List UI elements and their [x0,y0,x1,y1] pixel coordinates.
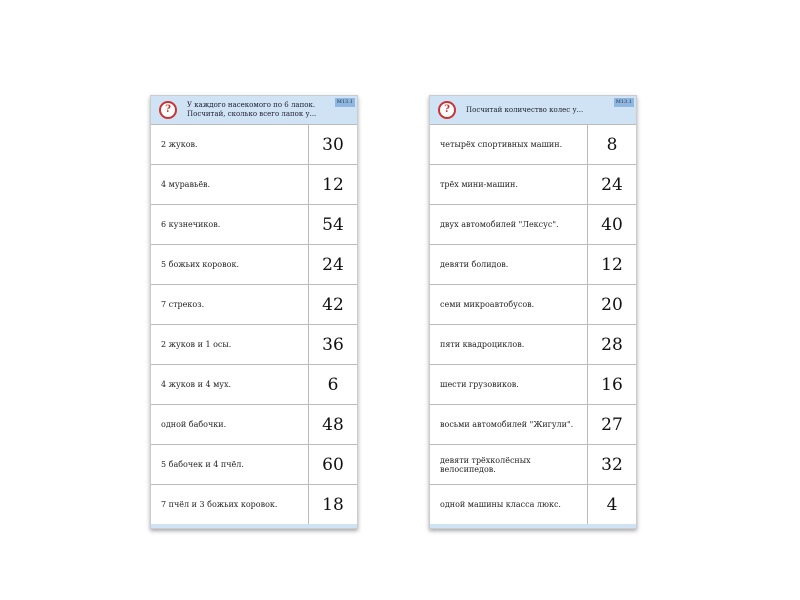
table-row: 6 кузнечиков. 54 [151,204,357,244]
card-header: ? У каждого насекомого по 6 лапок. Посчит… [151,96,357,124]
row-text: трёх мини-машин. [430,165,588,204]
row-text: 5 бабочек и 4 пчёл. [151,445,309,484]
badge: М13.1 [334,98,355,107]
row-text: шести грузовиков. [430,365,588,404]
row-number: 42 [322,294,344,315]
row-text: четырёх спортивных машин. [430,125,588,164]
row-text: 5 божьих коровок. [151,245,309,284]
row-number: 36 [322,334,344,355]
row-text: 4 жуков и 4 мух. [151,365,309,404]
row-number: 30 [322,134,344,155]
row-text: одной машины класса люкс. [430,485,588,524]
row-number: 32 [601,454,623,475]
table-row: семи микроавтобусов. 20 [430,284,636,324]
row-number: 18 [322,494,344,515]
table-row: 5 бабочек и 4 пчёл. 60 [151,444,357,484]
table-row: одной бабочки. 48 [151,404,357,444]
row-number: 48 [322,414,344,435]
row-text: 6 кузнечиков. [151,205,309,244]
header-text: Посчитай количество колес у... [466,105,584,114]
table-row: 4 жуков и 4 мух. 6 [151,364,357,404]
question-icon: ? [438,101,456,119]
table-row: четырёх спортивных машин. 8 [430,124,636,164]
row-number: 12 [601,254,623,275]
row-number: 60 [322,454,344,475]
row-number: 6 [327,374,339,395]
table-row: восьми автомобилей "Жигули". 27 [430,404,636,444]
row-number: 12 [322,174,344,195]
table-row: девяти трёхколёсных велосипедов. 32 [430,444,636,484]
row-number: 40 [601,214,623,235]
row-number: 4 [606,494,618,515]
row-text: семи микроавтобусов. [430,285,588,324]
card-footer [430,524,636,528]
row-number: 16 [601,374,623,395]
table-row: трёх мини-машин. 24 [430,164,636,204]
table-row: шести грузовиков. 16 [430,364,636,404]
table-row: одной машины класса люкс. 4 [430,484,636,524]
row-text: одной бабочки. [151,405,309,444]
row-text: девяти болидов. [430,245,588,284]
row-text: 2 жуков. [151,125,309,164]
insect-legs-card: ? У каждого насекомого по 6 лапок. Посчит… [150,95,358,529]
row-text: 7 пчёл и 3 божьих коровок. [151,485,309,524]
row-text: 7 стрекоз. [151,285,309,324]
row-number: 27 [601,414,623,435]
row-number: 54 [322,214,344,235]
header-text: У каждого насекомого по 6 лапок. Посчита… [187,101,317,118]
row-number: 8 [606,134,618,155]
row-number: 24 [601,174,623,195]
row-text: девяти трёхколёсных велосипедов. [430,445,588,484]
card-header: ? Посчитай количество колес у... М13.1 [430,96,636,124]
row-number: 24 [322,254,344,275]
table-row: двух автомобилей "Лексус". 40 [430,204,636,244]
table-row: 4 муравьёв. 12 [151,164,357,204]
table-row: 5 божьих коровок. 24 [151,244,357,284]
question-icon: ? [159,101,177,119]
card-footer [151,524,357,528]
row-text: 2 жуков и 1 осы. [151,325,309,364]
table-row: девяти болидов. 12 [430,244,636,284]
table-row: 2 жуков и 1 осы. 36 [151,324,357,364]
row-text: 4 муравьёв. [151,165,309,204]
row-text: двух автомобилей "Лексус". [430,205,588,244]
row-number: 28 [601,334,623,355]
row-text: пяти квадроциклов. [430,325,588,364]
badge: М13.1 [613,98,634,107]
wheels-card: ? Посчитай количество колес у... М13.1 четы… [429,95,637,529]
table-row: 7 пчёл и 3 божьих коровок. 18 [151,484,357,524]
table-row: пяти квадроциклов. 28 [430,324,636,364]
table-row: 7 стрекоз. 42 [151,284,357,324]
row-text: восьми автомобилей "Жигули". [430,405,588,444]
row-number: 20 [601,294,623,315]
table-row: 2 жуков. 30 [151,124,357,164]
